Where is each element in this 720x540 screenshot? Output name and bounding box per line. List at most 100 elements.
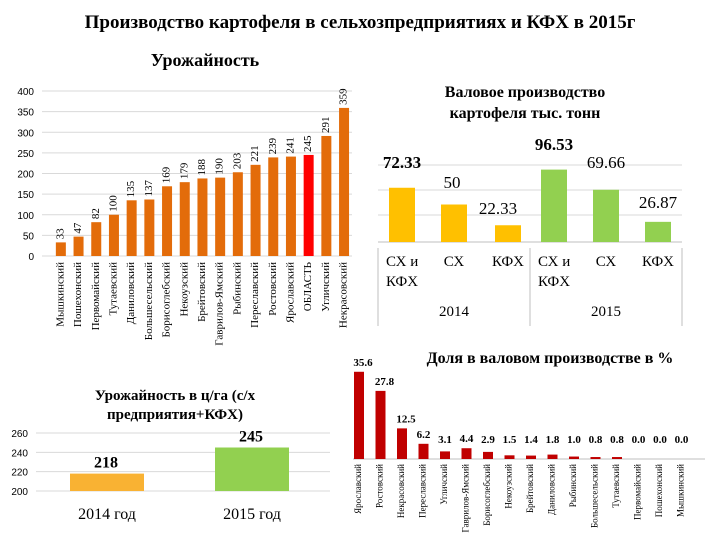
data-label: 0.0 — [653, 434, 667, 446]
category-label: Мышкинский — [676, 464, 686, 517]
bar-value-label: 291 — [320, 116, 332, 132]
category-label: Гаврилов-Ямский — [461, 464, 471, 533]
bar — [547, 454, 558, 459]
bar — [321, 135, 332, 256]
bar — [504, 455, 515, 459]
bar — [483, 451, 493, 459]
y-tick-label: 150 — [17, 190, 34, 201]
y-tick-label: 200 — [17, 170, 34, 181]
category-label: Даниловский — [125, 262, 137, 324]
bar — [144, 199, 155, 256]
data-label: 1.5 — [503, 434, 517, 446]
category-label: КФХ — [538, 274, 570, 290]
bar-value-label: 33 — [54, 228, 66, 240]
share-chart: 35.6 Ярославский 27.8 Ростовский 12.5 Некрасо… — [353, 357, 705, 533]
category-label: Гаврилов-Ямский — [214, 262, 226, 346]
category-label: Рыбинский — [231, 262, 243, 315]
category-label: КФХ — [642, 254, 674, 270]
data-label: 1.0 — [567, 434, 581, 446]
bar — [590, 457, 601, 459]
bar-value-label: 137 — [143, 179, 155, 196]
yearly-yield-title: Урожайность в ц/га (с/х предприятия+КФХ) — [94, 388, 256, 423]
category-label: Первомайский — [633, 464, 643, 520]
bar — [441, 204, 467, 242]
category-label: Борисоглебский — [161, 262, 173, 338]
page-title: Производство картофеля в сельхозпредприя… — [84, 12, 636, 33]
category-label: 2015 год — [223, 506, 281, 523]
y-tick-label: 50 — [23, 231, 35, 242]
bar-value-label: 82 — [90, 208, 102, 219]
category-label: Некоузский — [178, 262, 190, 317]
y-tick-label: 100 — [17, 211, 34, 222]
category-label: Брейтовский — [525, 464, 535, 513]
group-label: 2015 — [591, 304, 621, 320]
category-label: Ростовский — [267, 262, 279, 316]
data-label: 50 — [444, 173, 461, 192]
category-label: КФХ — [386, 274, 418, 290]
category-label: КФХ — [492, 254, 524, 270]
gross-production-chart: 72.33 50 22.33 96.53 69.66 26.87 СХ и КФХ СХ КФХ С… — [377, 135, 683, 326]
data-label: 72.33 — [383, 153, 421, 172]
category-label: Ярославский — [353, 464, 363, 514]
y-tick-label: 0 — [28, 252, 34, 263]
category-label: Переславский — [418, 464, 428, 518]
bar-value-label: 100 — [107, 195, 119, 212]
bar — [526, 455, 536, 459]
data-label: 0.0 — [632, 434, 646, 446]
bar — [569, 456, 579, 459]
bar — [73, 236, 84, 256]
category-label: Пошехонский — [654, 464, 664, 517]
bar-value-label: 47 — [72, 222, 84, 234]
category-label: Тутаевский — [611, 464, 621, 508]
category-label: Некрасовский — [396, 464, 406, 518]
data-label: 0.0 — [675, 434, 689, 446]
data-label: 69.66 — [587, 153, 625, 172]
category-label: Некрасовский — [338, 262, 350, 328]
data-label: 12.5 — [396, 413, 416, 425]
bar — [389, 187, 415, 242]
category-label: Первомайский — [90, 262, 102, 331]
y-tick-label: 300 — [17, 128, 34, 139]
category-label: ОБЛАСТЬ — [302, 262, 314, 311]
category-label: Некоузский — [504, 464, 514, 509]
bar — [495, 225, 521, 242]
bar — [55, 242, 66, 256]
data-label: 0.8 — [610, 434, 624, 446]
share-chart-title: Доля в валовом производстве в % — [426, 350, 674, 367]
data-label: 22.33 — [479, 199, 517, 218]
bar-value-label: 190 — [214, 158, 226, 175]
data-label: 0.8 — [589, 434, 603, 446]
y-tick-label: 240 — [11, 448, 28, 459]
bar — [91, 222, 102, 256]
bar — [162, 186, 173, 256]
bar-value-label: 241 — [284, 137, 296, 154]
y-tick-label: 200 — [11, 487, 28, 498]
bar-value-label: 169 — [161, 166, 173, 183]
bar — [645, 221, 671, 242]
bar-value-label: 179 — [178, 162, 190, 179]
category-label: Даниловский — [547, 464, 557, 515]
category-label: Рыбинский — [568, 464, 578, 507]
bar — [354, 371, 364, 459]
data-label: 96.53 — [535, 135, 573, 154]
data-label: 1.8 — [546, 434, 560, 446]
bar — [179, 182, 190, 256]
bar — [250, 164, 261, 256]
category-label: Тутаевский — [107, 262, 119, 316]
data-label: 3.1 — [438, 434, 452, 446]
bar — [612, 457, 622, 459]
category-label: Ростовский — [375, 464, 385, 508]
y-tick-label: 400 — [17, 87, 34, 98]
bar — [541, 169, 567, 242]
bar — [461, 448, 472, 459]
bar — [593, 189, 619, 242]
bar — [339, 107, 350, 256]
category-label: Угличский — [320, 262, 332, 312]
category-label: Ярославский — [284, 262, 296, 323]
bar — [215, 177, 226, 256]
bar-value-label: 221 — [249, 145, 261, 161]
category-label: 2014 год — [78, 506, 136, 523]
bar — [232, 172, 243, 256]
category-label: СХ и — [538, 254, 570, 270]
bar-value-label: 239 — [267, 137, 279, 154]
